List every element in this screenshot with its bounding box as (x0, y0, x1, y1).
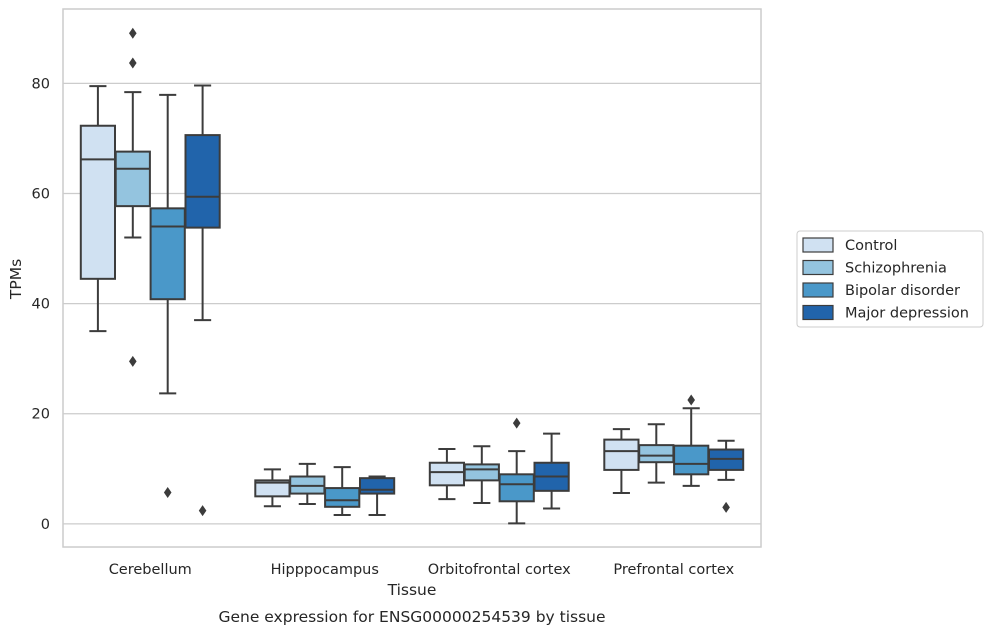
legend: Control Schizophrenia Bipolar disorder Majo… (796, 230, 984, 328)
box-iqr (114, 150, 151, 208)
y-tick-label: 40 (32, 297, 50, 313)
box-2-3 (533, 432, 570, 510)
legend-frame (796, 230, 984, 328)
chart-caption: Gene expression for ENSG00000254539 by t… (218, 608, 605, 626)
legend-swatch (802, 304, 834, 321)
box-1-1 (289, 462, 326, 506)
plot-frame (62, 8, 762, 548)
box-iqr (79, 124, 117, 280)
x-tick-label: Hipppocampus (271, 562, 379, 578)
box-1-0 (254, 468, 291, 508)
legend-label: Control (845, 238, 897, 254)
box-series (79, 27, 745, 525)
box-iqr (149, 207, 186, 301)
outlier-marker (163, 486, 172, 498)
y-tick-labels: 0 20 40 60 80 (32, 76, 50, 533)
box-1-2 (324, 466, 361, 517)
legend-swatch (802, 282, 834, 298)
outlier-marker (129, 27, 137, 39)
legend-label: Major depression (845, 306, 969, 322)
legend-label: Bipolar disorder (845, 283, 960, 299)
box-iqr (638, 444, 675, 464)
box-2-2 (498, 417, 535, 525)
outlier-marker (512, 417, 521, 429)
box-3-3 (707, 439, 745, 513)
box-3-2 (673, 394, 710, 487)
box-iqr (603, 438, 640, 471)
y-tick-label: 60 (32, 186, 50, 202)
y-axis-label: TPMs (7, 259, 25, 300)
y-tick-label: 20 (32, 407, 50, 423)
x-tick-label: Cerebellum (109, 562, 192, 578)
legend-swatch (802, 237, 834, 253)
outlier-marker (722, 501, 730, 513)
legend-swatch (802, 259, 834, 276)
box-iqr (184, 134, 221, 229)
box-iqr (324, 487, 361, 508)
box-iqr (673, 444, 710, 476)
y-tick-label: 0 (41, 517, 50, 533)
outlier-marker (129, 57, 137, 69)
outlier-marker (687, 394, 695, 406)
box-2-0 (428, 447, 466, 501)
box-3-1 (638, 423, 675, 484)
box-iqr (498, 473, 535, 503)
box-0-3 (184, 84, 221, 517)
x-tick-label: Orbitofrontal cortex (428, 562, 571, 578)
box-1-3 (358, 475, 396, 517)
box-iqr (358, 477, 396, 495)
outlier-marker (198, 505, 207, 517)
box-0-0 (79, 85, 117, 333)
gridlines (63, 82, 761, 525)
x-tick-label: Prefrontal cortex (613, 562, 734, 578)
x-tick-labels: Cerebellum Hipppocampus Orbitofrontal cort… (109, 562, 735, 578)
x-axis-label: Tissue (387, 581, 437, 599)
box-2-1 (463, 445, 500, 504)
box-0-2 (149, 93, 186, 498)
y-tick-label: 80 (32, 76, 50, 92)
box-iqr (463, 463, 500, 482)
box-iqr (428, 461, 466, 487)
box-0-1 (114, 27, 151, 367)
legend-label: Schizophrenia (845, 261, 947, 277)
outlier-marker (129, 355, 137, 367)
